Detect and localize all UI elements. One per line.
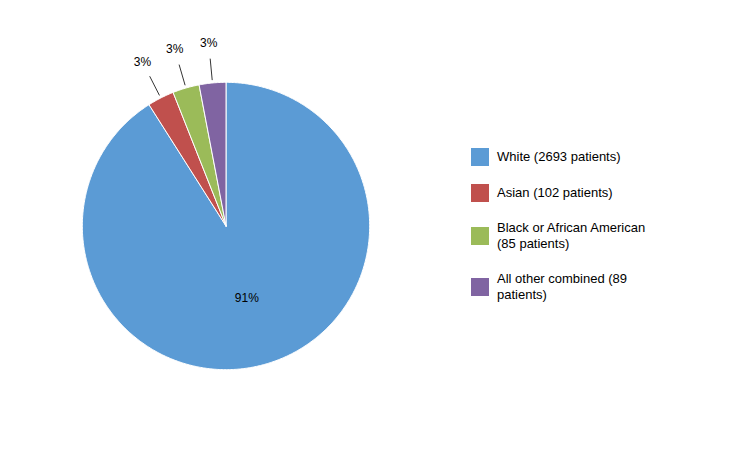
html-text:White (2693 patients): White (2693 patients) <box>497 148 621 164</box>
svg-text:91%: 91% <box>235 291 259 305</box>
html-text:Black or African American (85: Black or African American (85 patients) <box>497 220 646 252</box>
svg-text:3%: 3% <box>200 36 218 50</box>
svg-text:3%: 3% <box>166 42 184 56</box>
html-text:Asian (102 patients): Asian (102 patients) <box>497 184 613 200</box>
html-text:All other combined (89 patient: All other combined (89 patients) <box>497 270 628 302</box>
svg-text:3%: 3% <box>134 55 152 69</box>
